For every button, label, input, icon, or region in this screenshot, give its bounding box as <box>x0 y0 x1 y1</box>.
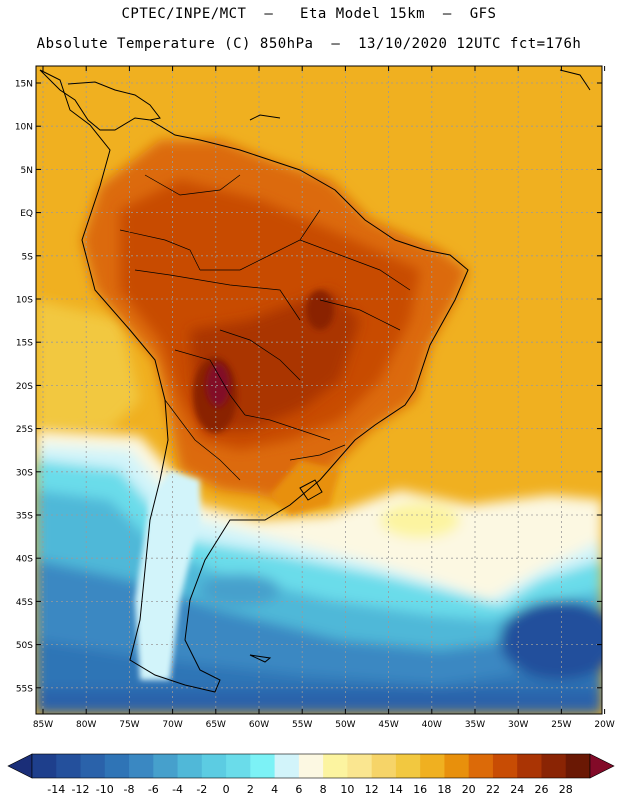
latitude-axis: 15N 10N 5N EQ 5S 10S 15S 20S 25S 30S 35S 40S 45S 50S 5… <box>15 80 602 694</box>
colorbar-swatch <box>347 754 373 778</box>
colorbar-swatch <box>444 754 470 778</box>
lon-label: 75W <box>119 720 139 730</box>
lon-label: 55W <box>292 720 312 730</box>
colorbar-swatch <box>80 754 106 778</box>
colorbar-swatch <box>492 754 518 778</box>
colorbar-label: 4 <box>271 783 278 796</box>
colorbar-label: -10 <box>96 783 114 796</box>
colorbar-label: 0 <box>223 783 230 796</box>
colorbar-labels: -14 -12 -10 -8 -6 -4 -2 0 2 4 6 8 10 12 14 16 18 20 22 24 26… <box>47 783 572 796</box>
lon-label: 85W <box>33 720 53 730</box>
colorbar-low-triangle <box>7 753 33 779</box>
map-title-line-2: Absolute Temperature (C) 850hPa – 13/10/… <box>36 36 582 52</box>
lat-label: 45S <box>16 598 33 608</box>
colorbar-label: 10 <box>340 783 354 796</box>
colorbar-swatch <box>420 754 445 778</box>
map-frame <box>35 65 603 715</box>
colorbar-label: -4 <box>172 783 183 796</box>
lat-label: EQ <box>20 209 33 219</box>
pacific-warm-band <box>36 300 140 430</box>
colorbar-label: -2 <box>196 783 207 796</box>
lat-label: 5N <box>21 166 33 176</box>
lon-label: 30W <box>508 720 528 730</box>
colorbar-label: 24 <box>510 783 524 796</box>
lat-label: 55S <box>16 684 33 694</box>
lon-label: 50W <box>335 720 355 730</box>
coastlines <box>39 69 591 693</box>
colorbar-swatch <box>56 754 82 778</box>
lat-label: 15N <box>15 80 33 90</box>
colorbar-swatch <box>541 754 567 778</box>
colorbar-label: 8 <box>320 783 327 796</box>
lon-label: 45W <box>378 720 398 730</box>
colorbar-swatch <box>395 754 421 778</box>
lat-label: 50S <box>16 641 33 651</box>
lat-label: 40S <box>16 555 33 565</box>
lon-label: 40W <box>422 720 442 730</box>
colorbar-label: 22 <box>486 783 500 796</box>
lat-label: 10N <box>15 123 33 133</box>
lon-label: 20W <box>594 720 614 730</box>
colorbar-label: 20 <box>462 783 476 796</box>
colorbar-swatch <box>32 754 57 778</box>
colorbar-high-triangle <box>589 753 615 779</box>
colorbar-label: 28 <box>559 783 573 796</box>
map-title-line-1: CPTEC/INPE/MCT – Eta Model 15km – GFS <box>121 6 497 22</box>
colorbar-label: 14 <box>389 783 403 796</box>
colorbar-label: -12 <box>72 783 90 796</box>
colorbar-swatch <box>201 754 227 778</box>
colorbar-swatch <box>323 754 348 778</box>
colorbar-label: 26 <box>534 783 548 796</box>
colorbar-label: 12 <box>365 783 379 796</box>
colorbar-swatch <box>517 754 542 778</box>
country-borders <box>119 174 411 481</box>
lat-label: 10S <box>16 296 33 306</box>
colorbar-swatch <box>153 754 179 778</box>
lon-label: 25W <box>551 720 571 730</box>
colorbar-swatch <box>250 754 276 778</box>
continent-heat-field <box>82 140 468 680</box>
colorbar-swatch <box>274 754 300 778</box>
lat-label: 15S <box>16 339 33 349</box>
colorbar-swatch <box>177 754 203 778</box>
colorbar-swatch <box>565 754 591 778</box>
colorbar-label: 2 <box>247 783 254 796</box>
colorbar-swatch <box>298 754 324 778</box>
colorbar-swatch <box>129 754 154 778</box>
colorbar-label: -14 <box>47 783 65 796</box>
lon-label: 80W <box>76 720 96 730</box>
lon-label: 65W <box>206 720 226 730</box>
colorbar-label: -6 <box>148 783 159 796</box>
colorbar-swatch <box>104 754 130 778</box>
longitude-axis: 85W 80W 75W 70W 65W 60W 55W 50W 45W 40W 35W 30W 25W 2… <box>33 66 615 730</box>
graticule <box>36 66 602 714</box>
colorbar-label: 6 <box>295 783 302 796</box>
lat-label: 35S <box>16 512 33 522</box>
colorbar-swatch <box>226 754 251 778</box>
lat-label: 5S <box>22 252 34 262</box>
lat-label: 20S <box>16 382 33 392</box>
colorbar <box>7 753 615 779</box>
colorbar-swatch <box>468 754 494 778</box>
lat-label: 25S <box>16 425 33 435</box>
lat-label: 30S <box>16 468 33 478</box>
colorbar-label: 16 <box>413 783 427 796</box>
lon-label: 35W <box>465 720 485 730</box>
colorbar-swatch <box>371 754 397 778</box>
colorbar-label: -8 <box>124 783 135 796</box>
lon-label: 70W <box>162 720 182 730</box>
lon-label: 60W <box>249 720 269 730</box>
colorbar-label: 18 <box>437 783 451 796</box>
